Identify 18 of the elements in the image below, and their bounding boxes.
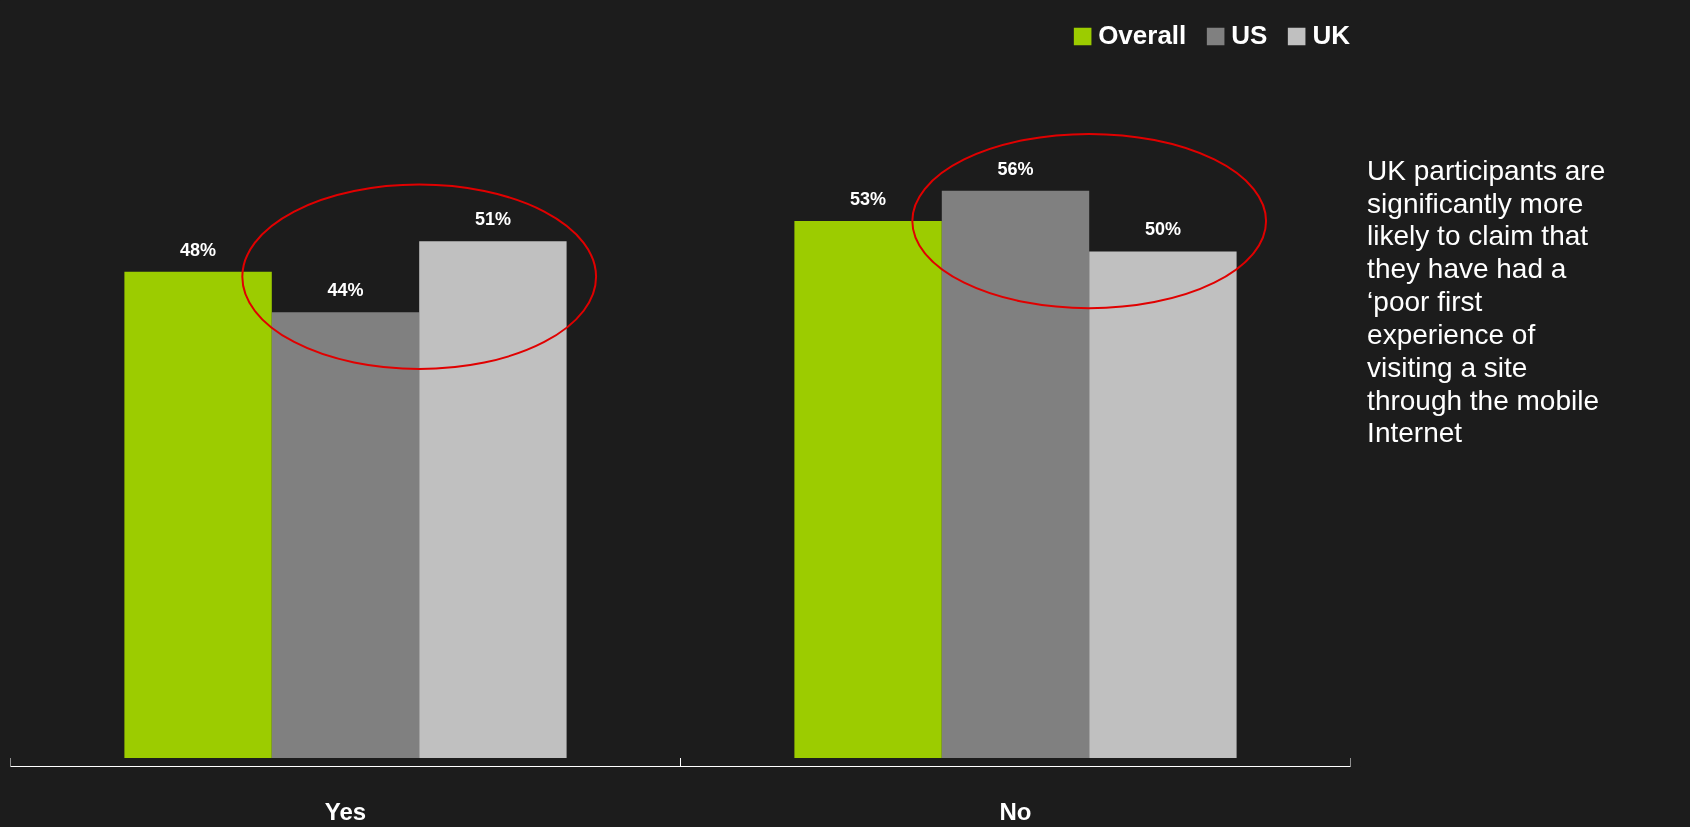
bar	[271, 312, 420, 758]
data-label: 51%	[474, 209, 511, 230]
data-label: 48%	[180, 239, 217, 260]
data-label: 56%	[997, 158, 1034, 179]
x-tick-label: No	[999, 797, 1032, 825]
legend-label: Overall	[1098, 20, 1187, 51]
bar	[1089, 251, 1237, 758]
legend-label: UK	[1312, 20, 1350, 51]
x-tick-label: Yes	[324, 797, 367, 825]
data-label: 44%	[327, 280, 364, 301]
text: UK participants are significantly more likely to claim that they have had a ‘poor first experience of visiting a site through the mobile Internet	[1367, 154, 1606, 449]
bar	[794, 221, 942, 758]
bar	[941, 190, 1090, 758]
bar	[124, 271, 272, 758]
bar	[419, 241, 567, 758]
data-label: 50%	[1144, 219, 1181, 240]
legend-label: US	[1231, 20, 1268, 51]
data-label: 53%	[850, 189, 887, 210]
